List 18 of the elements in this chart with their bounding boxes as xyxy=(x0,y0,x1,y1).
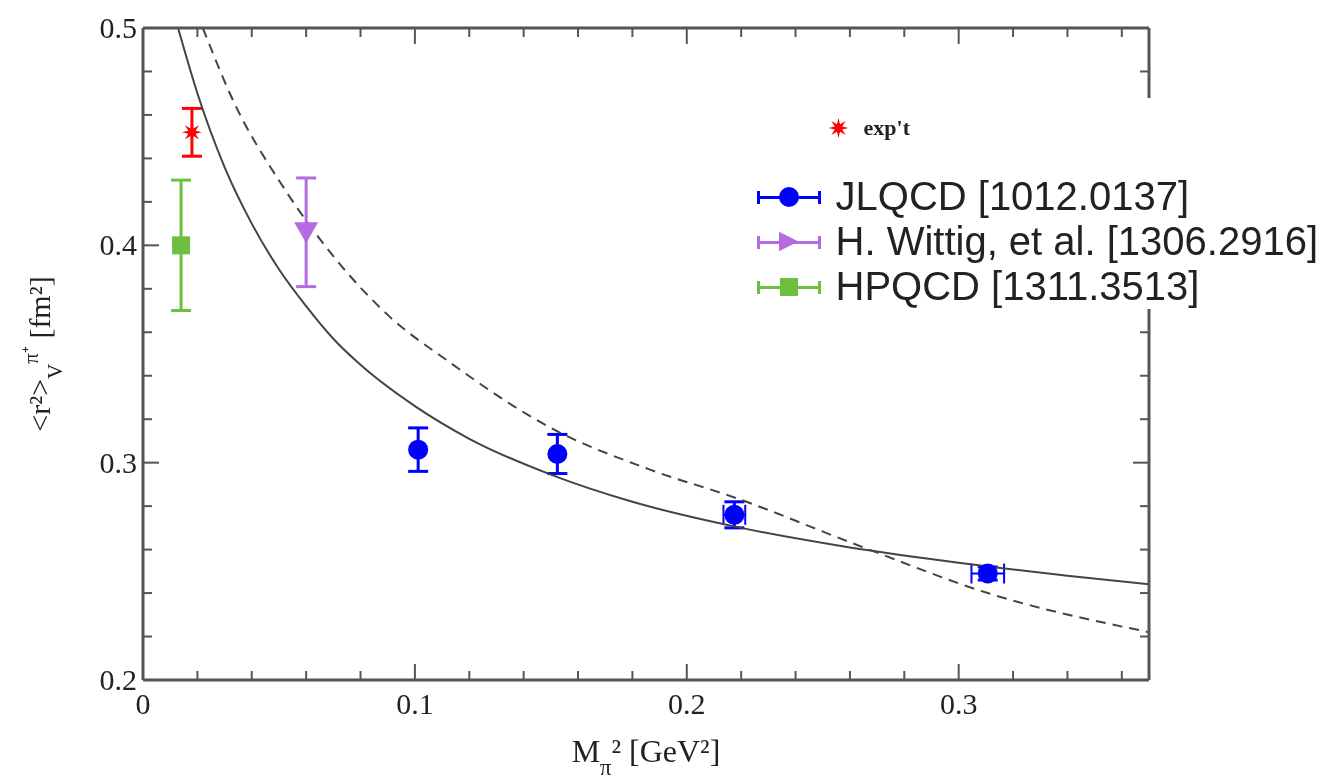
legend-label: exp't xyxy=(863,115,910,141)
legend-label: H. Wittig, et al. [1306.2916] xyxy=(835,219,1318,264)
x-tick-label: 0 xyxy=(135,687,151,720)
point xyxy=(294,222,319,244)
legend-label: HPQCD [1311.3513] xyxy=(835,264,1200,309)
x-tick-label: 0.2 xyxy=(668,687,706,720)
point xyxy=(408,439,429,460)
point xyxy=(547,443,568,464)
y-tick-label: 0.3 xyxy=(99,445,137,479)
x-axis-title: M$_{π}$² [GeV²] xyxy=(571,733,721,780)
y-tick-label: 0.4 xyxy=(99,228,137,262)
y-tick-label: 0.5 xyxy=(99,11,137,44)
point xyxy=(181,122,202,143)
y-tick-label: 0.2 xyxy=(99,663,137,696)
x-tick-label: 0.3 xyxy=(939,687,978,720)
x-tick-label: 0.1 xyxy=(396,687,434,720)
point xyxy=(172,236,191,255)
legend-label: JLQCD [1012.0137] xyxy=(835,174,1190,219)
